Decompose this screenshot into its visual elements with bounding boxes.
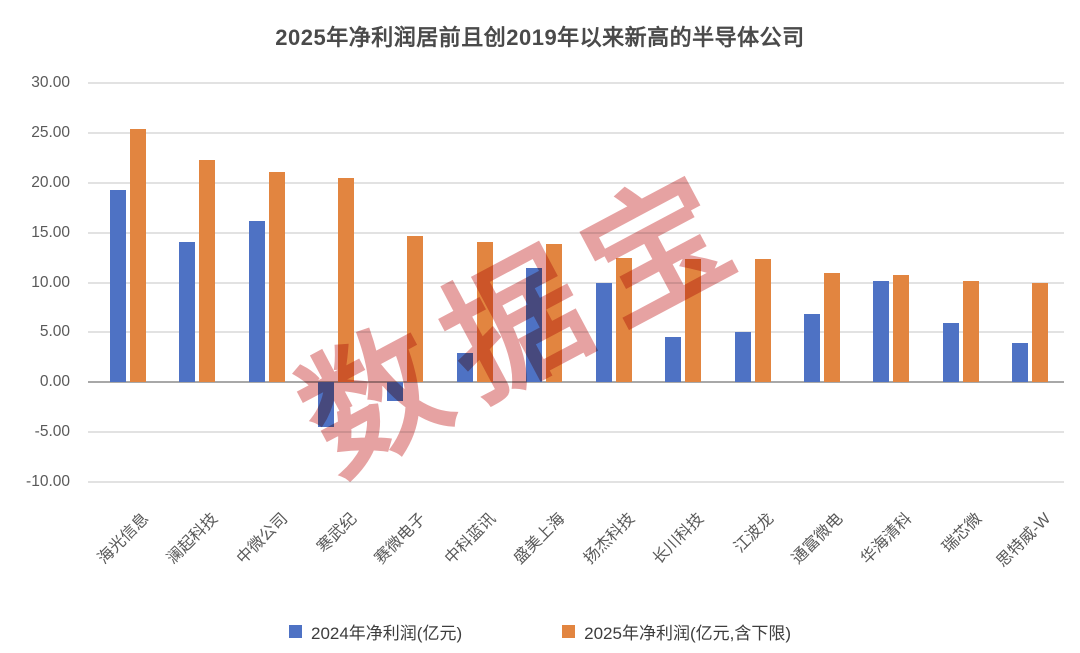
y-axis-tick-label: 0.00 [39, 373, 70, 391]
bar-series0 [456, 353, 473, 383]
y-axis-tick-label: -10.00 [26, 473, 70, 490]
bar-series1 [615, 257, 632, 383]
bar-series0 [734, 332, 751, 383]
legend-item-2024: 2024年净利润(亿元) [288, 619, 463, 644]
bar-series0 [1012, 343, 1029, 383]
bar-series1 [199, 159, 216, 383]
bar-series1 [338, 177, 354, 383]
y-axis-tick-label: -5.00 [34, 423, 70, 441]
bar-series1 [962, 280, 979, 383]
legend: 2024年净利润(亿元) 2025年净利润(亿元,含下限) [0, 619, 1080, 644]
bar-series1 [824, 272, 840, 383]
bar-series0 [665, 337, 682, 383]
bar-series1 [893, 274, 910, 383]
bar-series1 [754, 258, 771, 383]
y-axis-tick-label: 20.00 [31, 173, 70, 191]
bar-series0 [526, 267, 543, 383]
gridline [88, 431, 1064, 434]
bar-series0 [318, 382, 334, 428]
gridline [88, 281, 1064, 284]
bar-series0 [109, 189, 126, 383]
y-axis-tick-label: 25.00 [31, 123, 70, 141]
gridline [88, 481, 1064, 483]
bar-series1 [1032, 283, 1049, 383]
y-axis-tick-label: 30.00 [31, 74, 70, 91]
chart-title: 2025年净利润居前且创2019年以来新高的半导体公司 [275, 25, 805, 50]
bar-series0 [873, 280, 890, 383]
bar-series0 [595, 282, 612, 383]
bar-series1 [476, 241, 493, 383]
bar-series0 [942, 323, 959, 383]
bar-series0 [248, 220, 265, 383]
bar-series0 [387, 382, 404, 402]
bar-series0 [804, 314, 820, 383]
gridline [88, 82, 1064, 84]
bar-series1 [407, 235, 424, 383]
bar-series1 [129, 128, 146, 383]
y-axis-tick-label: 15.00 [31, 223, 70, 241]
bar-series1 [546, 243, 563, 383]
legend-label-2025: 2025年净利润(亿元,含下限) [584, 624, 791, 643]
y-axis-tick-label: 10.00 [31, 273, 70, 291]
gridline [88, 181, 1064, 184]
bar-series1 [685, 258, 702, 383]
legend-label-2024: 2024年净利润(亿元) [310, 624, 463, 643]
legend-swatch-2024 [288, 625, 302, 638]
legend-item-2025: 2025年净利润(亿元,含下限) [562, 619, 791, 644]
bar-series0 [179, 241, 196, 383]
bar-series1 [268, 171, 285, 383]
legend-swatch-2025 [562, 625, 576, 638]
gridline [88, 131, 1064, 134]
y-axis-tick-label: 5.00 [39, 323, 70, 341]
gridline [88, 231, 1064, 234]
gridline [88, 331, 1064, 334]
zero-axis-line [88, 381, 1064, 384]
